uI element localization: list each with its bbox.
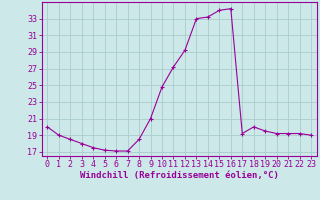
X-axis label: Windchill (Refroidissement éolien,°C): Windchill (Refroidissement éolien,°C) [80,171,279,180]
